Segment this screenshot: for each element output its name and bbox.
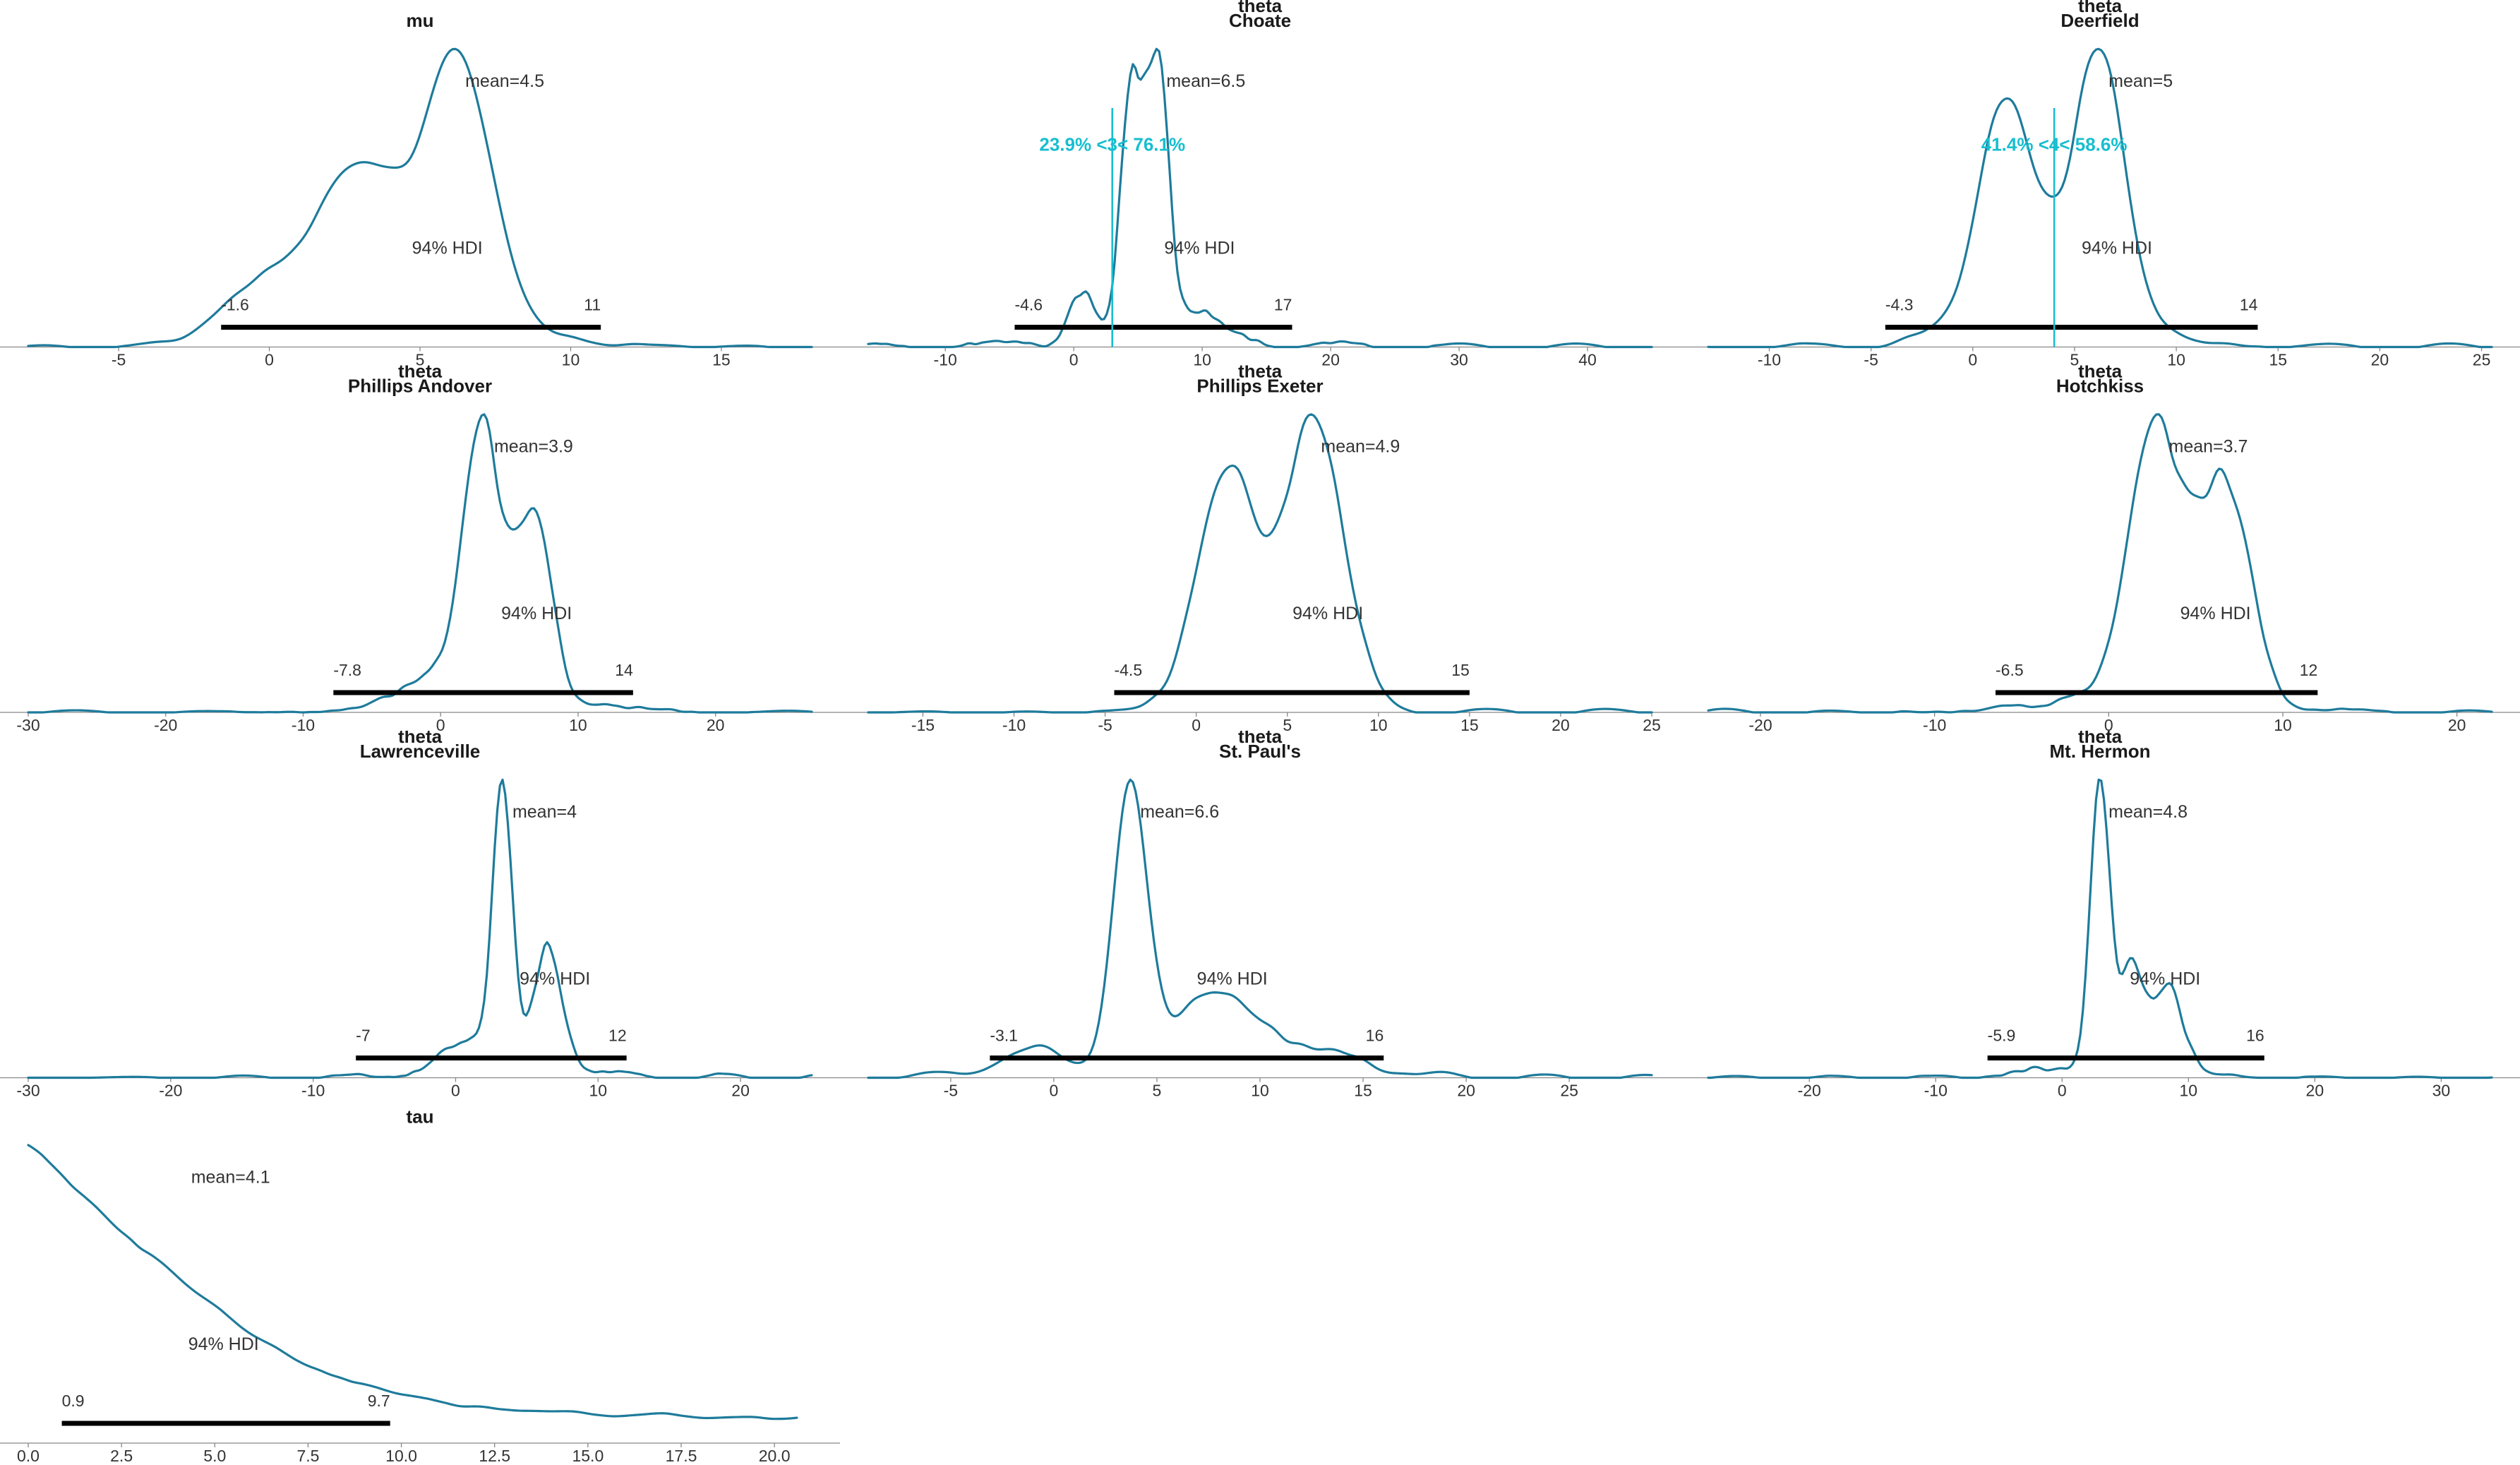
svg-text:10.0: 10.0 xyxy=(385,1447,417,1461)
svg-text:tau: tau xyxy=(407,1106,434,1128)
svg-text:mean=4.5: mean=4.5 xyxy=(465,71,544,91)
svg-text:Deerfield: Deerfield xyxy=(2060,10,2139,31)
svg-text:94% HDI: 94% HDI xyxy=(501,604,572,623)
svg-text:Choate: Choate xyxy=(1229,10,1291,31)
svg-text:Phillips Andover: Phillips Andover xyxy=(348,376,492,397)
svg-text:17.5: 17.5 xyxy=(666,1447,697,1461)
svg-text:Phillips Exeter: Phillips Exeter xyxy=(1196,376,1323,397)
svg-text:94% HDI: 94% HDI xyxy=(1292,604,1363,623)
svg-text:-4.6: -4.6 xyxy=(1014,296,1043,314)
svg-text:Hotchkiss: Hotchkiss xyxy=(2056,376,2144,397)
svg-text:Mt. Hermon: Mt. Hermon xyxy=(2050,741,2151,762)
svg-text:20.0: 20.0 xyxy=(759,1447,791,1461)
svg-text:St. Paul's: St. Paul's xyxy=(1219,741,1301,762)
svg-text:7.5: 7.5 xyxy=(296,1447,319,1461)
svg-text:94% HDI: 94% HDI xyxy=(1197,969,1268,988)
svg-text:94% HDI: 94% HDI xyxy=(520,969,590,988)
svg-text:-4.3: -4.3 xyxy=(1885,296,1914,314)
svg-text:41.4% <4< 58.6%: 41.4% <4< 58.6% xyxy=(1981,134,2128,155)
svg-text:11: 11 xyxy=(584,296,601,314)
svg-text:94% HDI: 94% HDI xyxy=(2082,238,2152,258)
svg-text:12: 12 xyxy=(608,1027,627,1045)
svg-text:-1.6: -1.6 xyxy=(221,296,249,314)
svg-text:mean=4: mean=4 xyxy=(512,802,577,822)
svg-text:15: 15 xyxy=(1451,661,1470,679)
svg-text:-7: -7 xyxy=(356,1027,370,1045)
svg-text:14: 14 xyxy=(615,661,633,679)
svg-text:12: 12 xyxy=(2300,661,2318,679)
svg-text:23.9% <3< 76.1%: 23.9% <3< 76.1% xyxy=(1039,134,1185,155)
svg-text:mean=4.1: mean=4.1 xyxy=(191,1167,270,1187)
svg-text:-5.9: -5.9 xyxy=(1988,1027,2016,1045)
svg-text:-3.1: -3.1 xyxy=(990,1027,1018,1045)
svg-text:94% HDI: 94% HDI xyxy=(188,1334,259,1354)
svg-text:mu: mu xyxy=(407,10,434,31)
svg-text:-4.5: -4.5 xyxy=(1114,661,1142,679)
svg-text:2.5: 2.5 xyxy=(110,1447,133,1461)
svg-text:15.0: 15.0 xyxy=(572,1447,604,1461)
svg-text:14: 14 xyxy=(2240,296,2258,314)
svg-text:0.0: 0.0 xyxy=(17,1447,40,1461)
svg-text:17: 17 xyxy=(1274,296,1292,314)
svg-text:mean=6.5: mean=6.5 xyxy=(1166,71,1245,91)
svg-text:9.7: 9.7 xyxy=(368,1392,390,1410)
svg-text:-6.5: -6.5 xyxy=(1996,661,2024,679)
svg-text:16: 16 xyxy=(1366,1027,1384,1045)
svg-text:Lawrenceville: Lawrenceville xyxy=(360,741,481,762)
svg-text:16: 16 xyxy=(2246,1027,2264,1045)
svg-text:5.0: 5.0 xyxy=(203,1447,226,1461)
svg-text:mean=4.8: mean=4.8 xyxy=(2108,802,2188,822)
svg-text:0.9: 0.9 xyxy=(62,1392,85,1410)
svg-text:mean=3.7: mean=3.7 xyxy=(2169,436,2248,456)
svg-text:94% HDI: 94% HDI xyxy=(412,238,483,258)
svg-text:94% HDI: 94% HDI xyxy=(2130,969,2200,988)
svg-text:94% HDI: 94% HDI xyxy=(1164,238,1235,258)
svg-text:mean=5: mean=5 xyxy=(2108,71,2173,91)
svg-text:12.5: 12.5 xyxy=(479,1447,510,1461)
svg-text:mean=4.9: mean=4.9 xyxy=(1321,436,1400,456)
svg-text:mean=6.6: mean=6.6 xyxy=(1140,802,1219,822)
svg-text:94% HDI: 94% HDI xyxy=(2180,604,2251,623)
svg-text:-7.8: -7.8 xyxy=(333,661,361,679)
svg-text:mean=3.9: mean=3.9 xyxy=(494,436,573,456)
